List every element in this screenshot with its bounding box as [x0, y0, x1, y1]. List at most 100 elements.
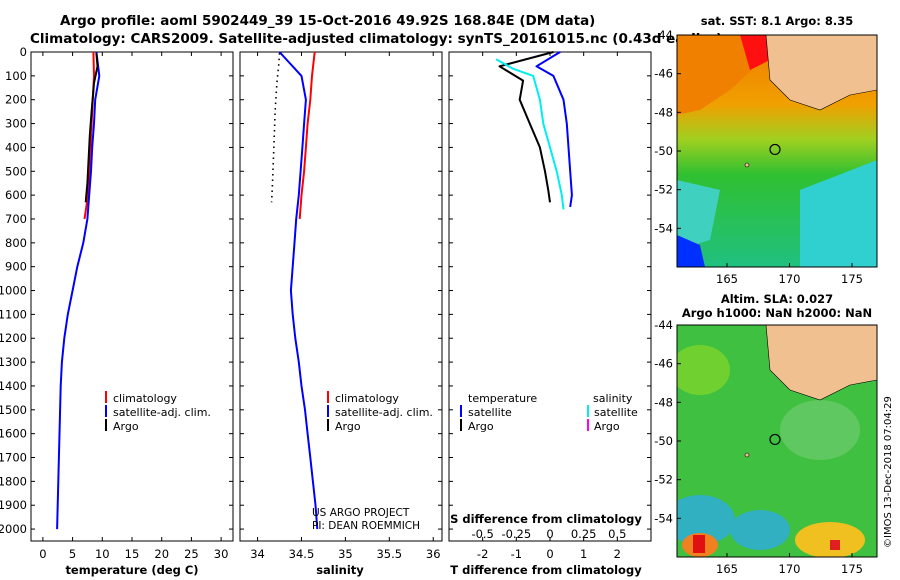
legend-s-argo-label: Argo: [594, 420, 620, 433]
depth-tick-label: 500: [5, 164, 27, 178]
difference-panel-frame: [448, 51, 652, 542]
depth-tick-label: 800: [5, 236, 27, 250]
x-tick-label: 15: [125, 547, 140, 561]
temperature-legend: climatology satellite-adj. clim. Argo: [105, 391, 211, 433]
depth-tick-label: 1200: [0, 331, 27, 345]
depth-tick-label: 1300: [0, 355, 27, 369]
depth-tick-label: 100: [5, 69, 27, 83]
s-difference-label: S difference from climatology: [450, 512, 642, 526]
sla-y-axis: -44 -46 -48 -50 -52 -54: [654, 318, 681, 525]
map-y-tick-label: -54: [654, 511, 673, 525]
depth-tick-label: 1400: [0, 379, 27, 393]
series-line-argo: [84, 53, 99, 203]
series-line-temperature-satellite: [535, 51, 573, 208]
credit-project: US ARGO PROJECT: [312, 507, 410, 519]
depth-tick-label: 0: [20, 45, 27, 59]
x-tick-label: 1: [580, 547, 587, 561]
x-tick-label: 35.5: [376, 547, 402, 561]
legend-argo-label: Argo: [113, 420, 139, 433]
map-y-tick-label: -54: [654, 221, 673, 235]
map-x-tick-label: 175: [841, 272, 863, 286]
depth-tick-label: 1800: [0, 474, 27, 488]
salinity-x-label: salinity: [316, 563, 364, 577]
x-tick-label: 34.5: [289, 547, 315, 561]
depth-tick-label: 1700: [0, 451, 27, 465]
sla-blob: [780, 400, 860, 460]
map-y-tick-label: -52: [654, 473, 673, 487]
salinity-legend: climatology satellite-adj. clim. Argo: [327, 391, 433, 433]
sla-blob: [730, 510, 790, 550]
auckland-island: [744, 452, 750, 458]
map-y-tick-label: -46: [654, 67, 673, 81]
sst-cool-east: [800, 160, 877, 267]
series-line-satellite-adj-clim-: [56, 51, 101, 530]
depth-axis: 0 100 200 300 400 500 600 700 800 900 1000 1100 1200…: [0, 45, 27, 536]
depth-ticks: [31, 51, 651, 530]
s-tick-label: -0.5: [471, 527, 493, 541]
t-difference-x-label: T difference from climatology: [450, 563, 642, 577]
sla-map-title: Altim. SLA: 0.027: [721, 292, 833, 306]
depth-tick-label: 400: [5, 140, 27, 154]
figure-title-line1: Argo profile: aoml 5902449_39 15-Oct-201…: [60, 13, 595, 29]
figure-title-line2: Climatology: CARS2009. Satellite-adjuste…: [30, 31, 722, 47]
map-y-tick-label: -48: [654, 395, 673, 409]
x-tick-label: 10: [95, 547, 110, 561]
x-tick-label: 35: [338, 547, 353, 561]
sla-high-spot: [830, 540, 840, 550]
sst-profile-marker: [769, 143, 781, 156]
series-line-argo: [270, 53, 281, 203]
temperature-panel-frame: [30, 51, 234, 542]
sst-y-axis: -44 -46 -48 -50 -52 -54: [654, 28, 681, 235]
series-line-temperature-argo: [498, 51, 554, 203]
depth-tick-label: 900: [5, 260, 27, 274]
imos-credit: ©IMOS 13-Dec-2018 07:04:29: [883, 396, 894, 548]
legend-climatology-label: climatology: [335, 392, 399, 405]
new-zealand-land: [765, 325, 877, 401]
legend-s-satellite-label: satellite: [594, 406, 638, 419]
sst-map-title: sat. SST: 8.1 Argo: 8.35: [701, 14, 853, 28]
sla-profile-marker: [769, 433, 781, 446]
difference-secondary-axis: -0.5 -0.25 0 0.25 0.5: [471, 527, 626, 541]
sst-cool-west: [677, 180, 720, 250]
sst-map-image: [677, 35, 877, 267]
x-tick-label: -1: [511, 547, 522, 561]
difference-legend: temperature salinity satellite Argo sate…: [460, 392, 638, 433]
legend-temperature-header: temperature: [468, 392, 537, 405]
sla-blob: [677, 495, 735, 545]
map-x-tick-label: 165: [716, 562, 738, 576]
credit-pi: PI: DEAN ROEMMICH: [312, 520, 420, 532]
depth-tick-label: 300: [5, 117, 27, 131]
depth-tick-label: 1600: [0, 427, 27, 441]
map-y-tick-label: -44: [654, 28, 673, 42]
s-tick-label: -0.25: [501, 527, 531, 541]
salinity-x-axis: 34 34.5 35 35.5 36: [250, 52, 441, 561]
sst-x-axis: 165 170 175: [716, 263, 863, 286]
legend-climatology-label: climatology: [113, 392, 177, 405]
x-tick-label: 20: [154, 547, 169, 561]
depth-tick-label: 2000: [0, 522, 27, 536]
sla-map-subtitle: Argo h1000: NaN h2000: NaN: [682, 306, 872, 320]
depth-tick-label: 200: [5, 93, 27, 107]
difference-series: [495, 51, 573, 210]
x-tick-label: 36: [426, 547, 441, 561]
sla-blob: [677, 345, 730, 395]
depth-tick-label: 1000: [0, 284, 27, 298]
legend-satellite-label: satellite-adj. clim.: [113, 406, 211, 419]
x-tick-label: 25: [184, 547, 199, 561]
x-tick-label: 34: [250, 547, 265, 561]
map-x-tick-label: 165: [716, 272, 738, 286]
map-y-tick-label: -48: [654, 105, 673, 119]
x-tick-label: 0: [546, 547, 553, 561]
sst-cold-corner: [677, 235, 705, 267]
map-y-tick-label: -46: [654, 357, 673, 371]
depth-tick-label: 1500: [0, 403, 27, 417]
x-tick-label: 5: [69, 547, 76, 561]
legend-argo-label: Argo: [335, 420, 361, 433]
x-tick-label: 30: [214, 547, 229, 561]
depth-tick-label: 600: [5, 188, 27, 202]
sla-x-axis: 165 170 175: [716, 553, 863, 576]
sla-map-image: [677, 325, 877, 557]
map-y-tick-label: -50: [654, 144, 673, 158]
map-x-tick-label: 175: [841, 562, 863, 576]
